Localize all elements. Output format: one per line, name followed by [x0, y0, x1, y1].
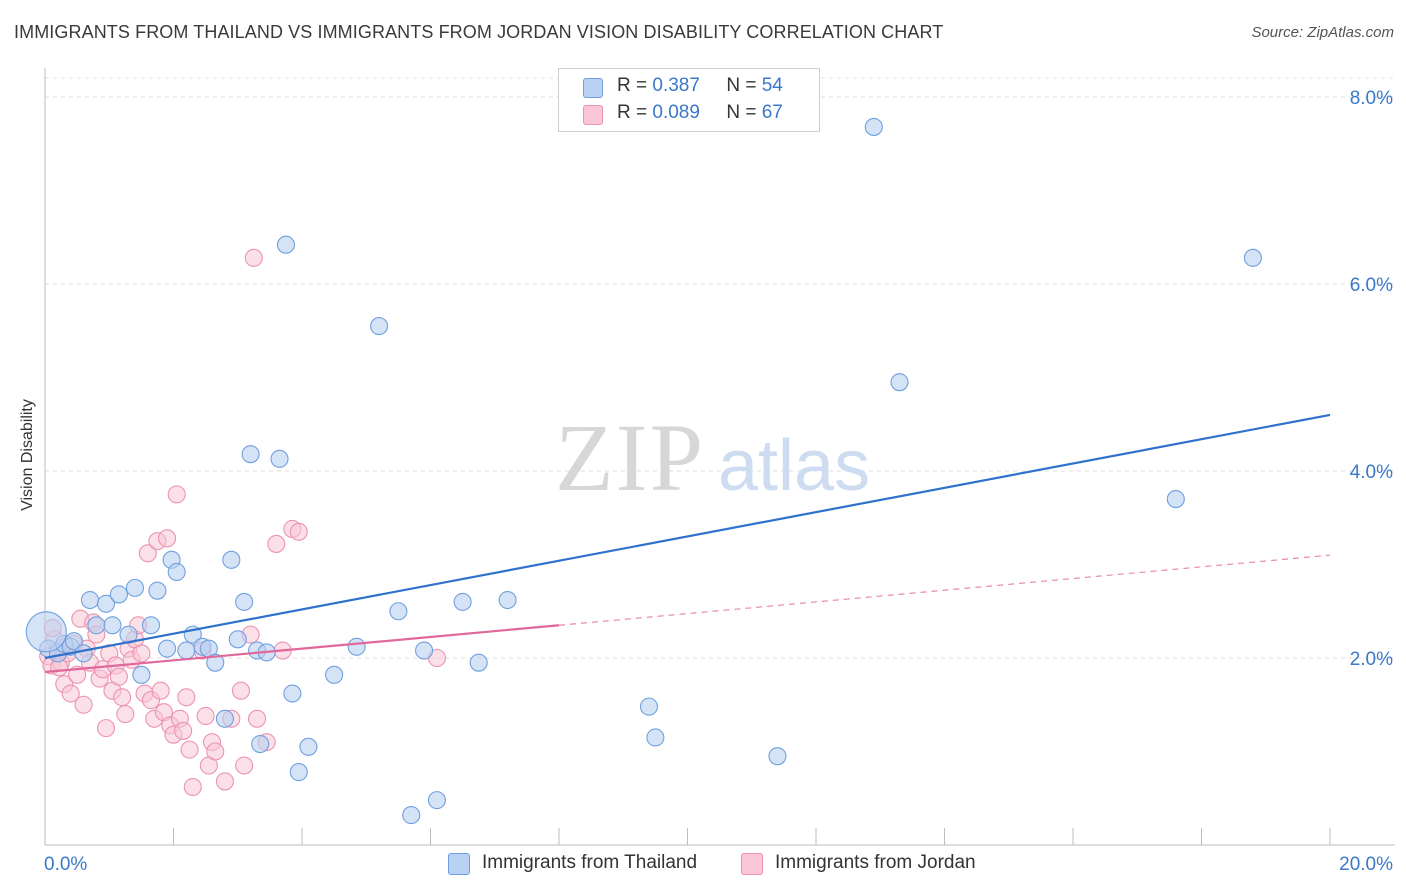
legend-n-label: N =	[726, 102, 757, 123]
point-thailand-38	[347, 637, 366, 656]
y-tick-label-2: 2.0%	[1350, 649, 1393, 670]
point-thailand-49	[768, 747, 787, 766]
bottom-legend-swatch-thailand	[448, 853, 470, 875]
point-jordan-29	[132, 644, 151, 663]
point-thailand-34	[283, 684, 302, 703]
point-jordan-35	[151, 681, 170, 700]
point-thailand-13	[132, 665, 151, 684]
point-thailand-14	[141, 616, 161, 635]
point-thailand-47	[639, 697, 659, 716]
point-jordan-23	[113, 688, 132, 707]
point-thailand-39	[370, 317, 389, 336]
point-thailand-18	[167, 562, 186, 582]
point-jordan-51	[215, 772, 234, 791]
point-thailand-48	[646, 728, 665, 747]
point-jordan-45	[183, 777, 202, 797]
point-jordan-56	[244, 248, 263, 267]
bottom-legend-label-thailand: Immigrants from Thailand	[482, 852, 698, 873]
point-jordan-43	[177, 688, 196, 707]
legend-swatch-jordan	[583, 105, 603, 125]
point-thailand-37	[325, 665, 344, 684]
watermark-zip: ZIP	[555, 404, 705, 511]
point-thailand-16	[158, 639, 177, 658]
trend-thailand	[44, 413, 1331, 660]
point-thailand-25	[222, 550, 241, 569]
point-thailand-6	[80, 590, 100, 610]
chart-title: IMMIGRANTS FROM THAILAND VS IMMIGRANTS F…	[14, 22, 944, 42]
point-jordan-18	[96, 719, 116, 738]
stats-legend: R = 0.387 N = 54 R = 0.089 N = 67	[558, 68, 820, 132]
point-thailand-40	[389, 602, 408, 621]
legend-n-value-jordan: 67	[761, 102, 783, 123]
point-thailand-27	[235, 592, 254, 611]
legend-n-label: N =	[726, 75, 757, 96]
legend-swatch-thailand	[583, 78, 603, 98]
y-tick-label-4: 4.0%	[1350, 462, 1393, 483]
legend-r-value-thailand: 0.387	[652, 75, 700, 96]
trend-jordan-extension	[558, 554, 1331, 626]
y-tick-label-8: 8.0%	[1350, 88, 1393, 109]
point-thailand-43	[427, 791, 446, 810]
point-jordan-50	[206, 742, 225, 761]
point-thailand-19	[177, 641, 196, 660]
point-thailand-32	[270, 449, 289, 468]
point-thailand-23	[206, 653, 225, 672]
point-thailand-52	[1166, 489, 1185, 509]
bottom-legend-swatch-jordan	[741, 853, 763, 875]
point-jordan-57	[247, 709, 267, 728]
point-thailand-45	[469, 653, 488, 672]
x-tick-label-20: 20.0%	[1339, 854, 1393, 875]
point-thailand-36	[299, 737, 318, 756]
point-thailand-51	[890, 373, 909, 392]
point-jordan-11	[74, 695, 93, 714]
point-jordan-24	[116, 705, 135, 724]
point-thailand-28	[241, 445, 260, 464]
point-thailand-4	[64, 632, 83, 651]
point-thailand-7	[87, 616, 106, 635]
point-jordan-37	[158, 529, 177, 548]
point-jordan-31	[138, 544, 157, 563]
point-jordan-7	[61, 684, 80, 703]
point-thailand-41	[402, 806, 421, 825]
point-jordan-40	[167, 485, 186, 504]
point-thailand-8	[96, 594, 116, 613]
legend-r-label: R =	[617, 102, 648, 123]
point-jordan-47	[196, 706, 215, 726]
point-thailand-10	[109, 585, 128, 604]
y-tick-label-6: 6.0%	[1350, 275, 1393, 296]
legend-r-label: R =	[617, 75, 648, 96]
point-thailand-33	[276, 235, 295, 254]
point-jordan-44	[180, 740, 199, 759]
legend-n-value-thailand: 54	[761, 75, 783, 96]
point-jordan-59	[267, 534, 286, 553]
point-thailand-53	[1243, 248, 1262, 267]
chart-source: Source: ZipAtlas.com	[1251, 24, 1394, 41]
point-thailand-24	[215, 709, 234, 728]
point-thailand-46	[498, 590, 517, 610]
x-tick-label-0: 0.0%	[44, 854, 87, 875]
point-jordan-62	[289, 522, 308, 541]
point-thailand-50	[864, 117, 883, 136]
bottom-legend-label-jordan: Immigrants from Jordan	[775, 852, 976, 873]
point-thailand-5	[74, 644, 93, 663]
point-thailand-15	[148, 581, 167, 600]
point-jordan-22	[109, 667, 128, 686]
point-thailand-large	[25, 611, 67, 653]
point-thailand-42	[415, 641, 434, 660]
legend-r-value-jordan: 0.089	[652, 102, 700, 123]
point-jordan-54	[235, 756, 254, 775]
point-thailand-44	[453, 592, 472, 611]
point-thailand-35	[289, 763, 308, 782]
point-thailand-26	[228, 630, 247, 649]
point-thailand-30	[251, 734, 270, 754]
point-thailand-9	[103, 616, 122, 635]
point-thailand-12	[125, 578, 144, 597]
point-jordan-42	[174, 721, 193, 740]
watermark-atlas: atlas	[718, 426, 870, 506]
trend-jordan	[44, 624, 560, 674]
point-jordan-53	[231, 681, 251, 700]
